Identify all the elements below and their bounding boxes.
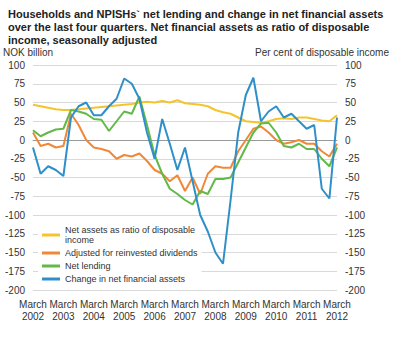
svg-text:March: March	[171, 299, 199, 310]
svg-text:2004: 2004	[83, 311, 106, 322]
svg-text:Per cent of disposable income: Per cent of disposable income	[255, 47, 389, 58]
svg-text:2006: 2006	[143, 311, 166, 322]
svg-text:-25: -25	[11, 153, 26, 164]
svg-text:-100: -100	[5, 210, 25, 221]
svg-text:-200: -200	[345, 285, 365, 296]
svg-text:2002: 2002	[22, 311, 45, 322]
svg-text:0: 0	[19, 135, 25, 146]
svg-text:-50: -50	[11, 172, 26, 183]
svg-text:March: March	[80, 299, 108, 310]
svg-text:2007: 2007	[174, 311, 197, 322]
svg-text:75: 75	[14, 78, 26, 89]
svg-text:2012: 2012	[326, 311, 349, 322]
svg-text:-75: -75	[11, 191, 26, 202]
svg-text:Adjusted for reinvested divide: Adjusted for reinvested dividends	[65, 248, 198, 258]
svg-text:-175: -175	[345, 266, 365, 277]
svg-text:-50: -50	[345, 172, 360, 183]
svg-text:-175: -175	[5, 266, 25, 277]
svg-text:2008: 2008	[204, 311, 227, 322]
svg-text:100: 100	[8, 60, 25, 71]
svg-text:50: 50	[14, 97, 26, 108]
svg-text:Net assets as ratio of disposa: Net assets as ratio of disposable	[65, 225, 195, 235]
svg-text:March: March	[110, 299, 138, 310]
svg-text:income: income	[65, 235, 94, 245]
svg-text:-75: -75	[345, 191, 360, 202]
svg-text:2011: 2011	[296, 311, 318, 322]
svg-text:March: March	[141, 299, 169, 310]
svg-text:March: March	[50, 299, 78, 310]
svg-text:March: March	[293, 299, 321, 310]
svg-text:2009: 2009	[235, 311, 258, 322]
svg-text:-150: -150	[345, 247, 365, 258]
svg-text:-150: -150	[5, 247, 25, 258]
svg-text:-200: -200	[5, 285, 25, 296]
svg-text:March: March	[323, 299, 351, 310]
svg-text:Net lending: Net lending	[65, 261, 111, 271]
svg-text:Households and NPISHs` net len: Households and NPISHs` net lending and c…	[8, 8, 386, 20]
svg-text:100: 100	[345, 60, 362, 71]
svg-text:NOK billion: NOK billion	[3, 47, 53, 58]
svg-text:2010: 2010	[265, 311, 288, 322]
svg-text:-125: -125	[5, 228, 25, 239]
svg-text:over the last four quarters. N: over the last four quarters. Net financi…	[8, 21, 372, 33]
svg-text:March: March	[262, 299, 290, 310]
svg-text:March: March	[202, 299, 230, 310]
svg-text:-100: -100	[345, 210, 365, 221]
svg-text:-25: -25	[345, 153, 360, 164]
svg-text:50: 50	[345, 97, 357, 108]
svg-text:2005: 2005	[113, 311, 136, 322]
svg-text:income, seasonally adjusted: income, seasonally adjusted	[8, 34, 157, 46]
svg-text:March: March	[19, 299, 47, 310]
svg-text:0: 0	[345, 135, 351, 146]
svg-text:25: 25	[345, 116, 357, 127]
svg-text:-125: -125	[345, 228, 365, 239]
svg-text:Change in net financial assets: Change in net financial assets	[65, 274, 186, 284]
svg-text:25: 25	[14, 116, 26, 127]
svg-text:2003: 2003	[52, 311, 75, 322]
svg-text:75: 75	[345, 78, 357, 89]
svg-text:March: March	[232, 299, 260, 310]
